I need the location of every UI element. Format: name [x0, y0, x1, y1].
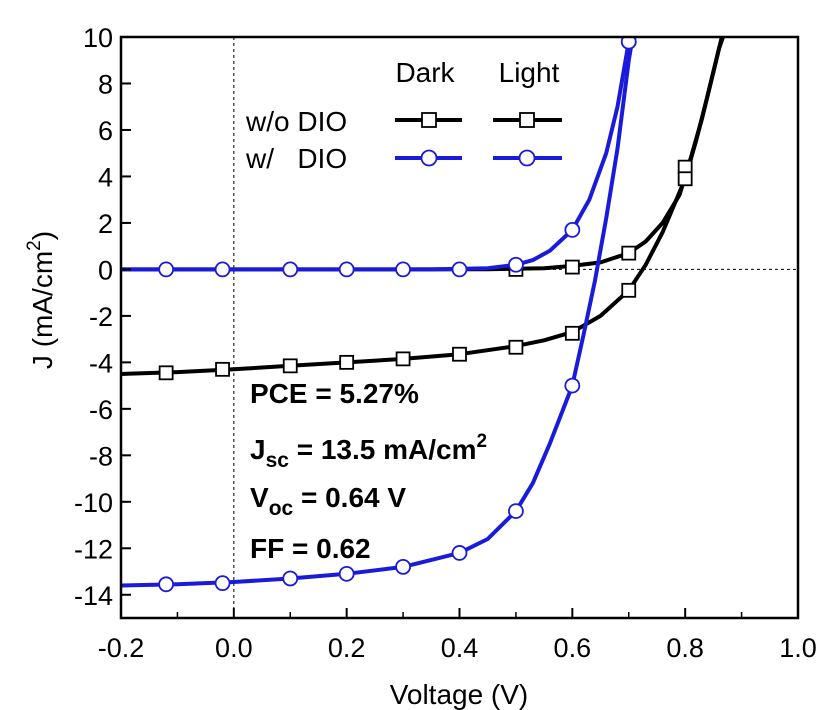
legend-marker-wo-light — [519, 112, 535, 128]
series-line-w-light — [121, 37, 635, 588]
annotation-voc: Voc = 0.64 V — [250, 482, 406, 520]
data-point-wo-light — [282, 358, 298, 374]
data-point-wo-light — [452, 346, 467, 362]
data-point-wo-light — [395, 351, 411, 367]
data-point-w-light — [338, 565, 355, 582]
data-point-wo-light — [215, 361, 230, 377]
series-layer — [121, 37, 725, 593]
data-point-w-dark — [214, 261, 231, 278]
data-point-w-dark — [508, 256, 524, 273]
legend: Dark Light w/o DIO w/ DIO — [245, 57, 562, 174]
data-point-wo-light — [508, 339, 524, 355]
data-point-wo-light — [621, 282, 637, 298]
data-point-w-light — [395, 558, 411, 575]
y-tick-label: 4 — [98, 162, 113, 192]
legend-header-light: Light — [499, 57, 560, 88]
data-point-w-dark — [158, 261, 175, 278]
legend-label-w-dio: w/ DIO — [245, 143, 347, 174]
data-point-w-dark — [338, 261, 355, 278]
y-tick-label: 10 — [83, 23, 113, 53]
plot-frame — [119, 35, 800, 620]
series-line-w-dark — [121, 37, 634, 272]
y-tick-label: 6 — [98, 116, 113, 146]
x-tick-label: 1.0 — [779, 633, 817, 663]
data-point-w-light — [451, 545, 468, 561]
y-tick-label: 8 — [98, 69, 113, 99]
y-tick-label: -10 — [74, 488, 113, 518]
x-axis-ticks: -0.2 0.0 0.2 0.4 0.6 0.8 1.0 — [98, 608, 817, 663]
data-point-wo-light — [564, 325, 580, 341]
x-axis-title: Voltage (V) — [390, 679, 529, 710]
data-point-wo-dark — [621, 245, 637, 261]
y-tick-label: -2 — [89, 302, 113, 332]
y-tick-label: -14 — [74, 581, 113, 611]
x-tick-label: -0.2 — [98, 633, 145, 663]
x-tick-label: 0.6 — [554, 633, 592, 663]
legend-marker-w-light — [518, 149, 536, 167]
y-tick-label: 0 — [98, 255, 113, 285]
data-point-wo-light — [677, 171, 693, 187]
data-point-w-light — [620, 37, 637, 50]
data-point-w-dark — [451, 261, 468, 278]
y-tick-label: 2 — [98, 209, 113, 239]
x-tick-label: 0.2 — [328, 633, 366, 663]
y-tick-label: -12 — [74, 534, 113, 564]
annotation-ff: FF = 0.62 — [250, 533, 371, 564]
y-tick-label: -8 — [89, 441, 113, 471]
y-axis-title: J (mA/cm2) — [24, 231, 58, 369]
legend-header-dark: Dark — [395, 57, 455, 88]
x-tick-label: 0.4 — [441, 633, 479, 663]
data-point-wo-light — [339, 354, 355, 370]
legend-marker-wo-dark — [421, 112, 437, 128]
data-point-w-light — [214, 575, 231, 592]
y-tick-label: -4 — [89, 348, 113, 378]
y-tick-label: -6 — [89, 395, 113, 425]
data-point-w-light — [564, 377, 581, 394]
legend-marker-w-dark — [420, 149, 438, 167]
annotation-jsc: Jsc = 13.5 mA/cm2 — [250, 431, 487, 472]
data-point-wo-dark — [564, 259, 580, 275]
data-point-w-light — [158, 576, 175, 593]
x-tick-label: 0.8 — [666, 633, 704, 663]
annotations: PCE = 5.27% Jsc = 13.5 mA/cm2 Voc = 0.64… — [250, 378, 487, 564]
data-point-w-dark — [564, 221, 581, 238]
legend-label-wo-dio: w/o DIO — [245, 106, 347, 137]
data-point-w-light — [508, 503, 524, 519]
data-point-w-light — [282, 570, 299, 587]
y-axis-ticks: 10 8 6 4 2 0 -2 -4 -6 -8 -10 -12 -14 — [74, 23, 131, 611]
x-tick-label: 0.0 — [215, 633, 253, 663]
annotation-pce: PCE = 5.27% — [250, 378, 419, 409]
data-point-w-dark — [282, 261, 299, 278]
data-point-w-dark — [395, 261, 411, 278]
data-point-wo-light — [158, 365, 174, 381]
